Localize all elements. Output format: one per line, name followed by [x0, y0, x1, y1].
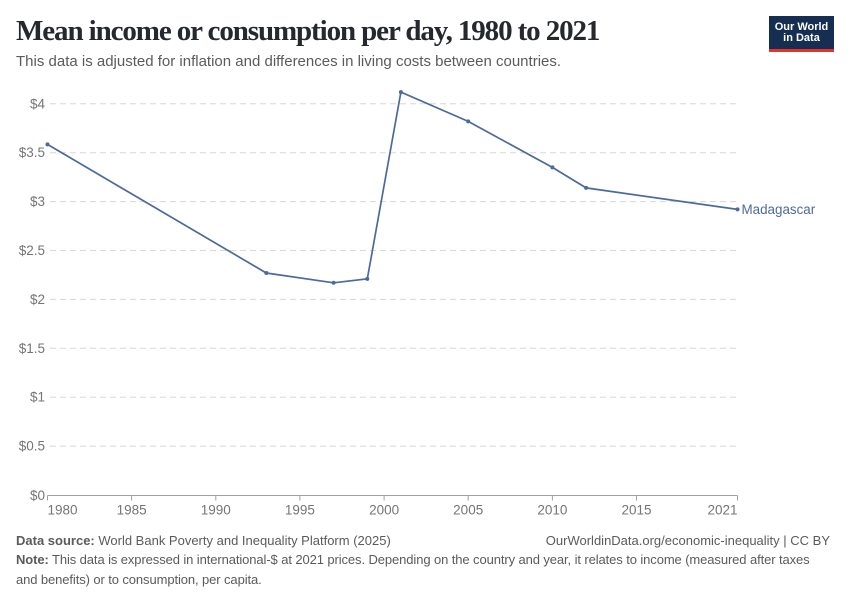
svg-text:2000: 2000 [369, 503, 399, 518]
svg-text:$1.5: $1.5 [19, 341, 45, 356]
svg-text:$1: $1 [30, 390, 45, 405]
svg-text:2010: 2010 [537, 503, 567, 518]
svg-text:1995: 1995 [285, 503, 315, 518]
svg-text:$4: $4 [30, 96, 46, 111]
svg-text:$0: $0 [30, 488, 45, 503]
svg-text:$3.5: $3.5 [19, 145, 45, 160]
svg-text:$0.5: $0.5 [19, 439, 45, 454]
svg-text:2005: 2005 [453, 503, 483, 518]
svg-text:2021: 2021 [707, 503, 737, 518]
svg-text:$2: $2 [30, 292, 45, 307]
svg-text:$2.5: $2.5 [19, 243, 45, 258]
svg-text:1990: 1990 [201, 503, 231, 518]
svg-text:1985: 1985 [117, 503, 147, 518]
svg-text:2015: 2015 [621, 503, 651, 518]
svg-text:Madagascar: Madagascar [742, 202, 816, 217]
svg-text:$3: $3 [30, 194, 45, 209]
svg-text:1980: 1980 [48, 503, 78, 518]
